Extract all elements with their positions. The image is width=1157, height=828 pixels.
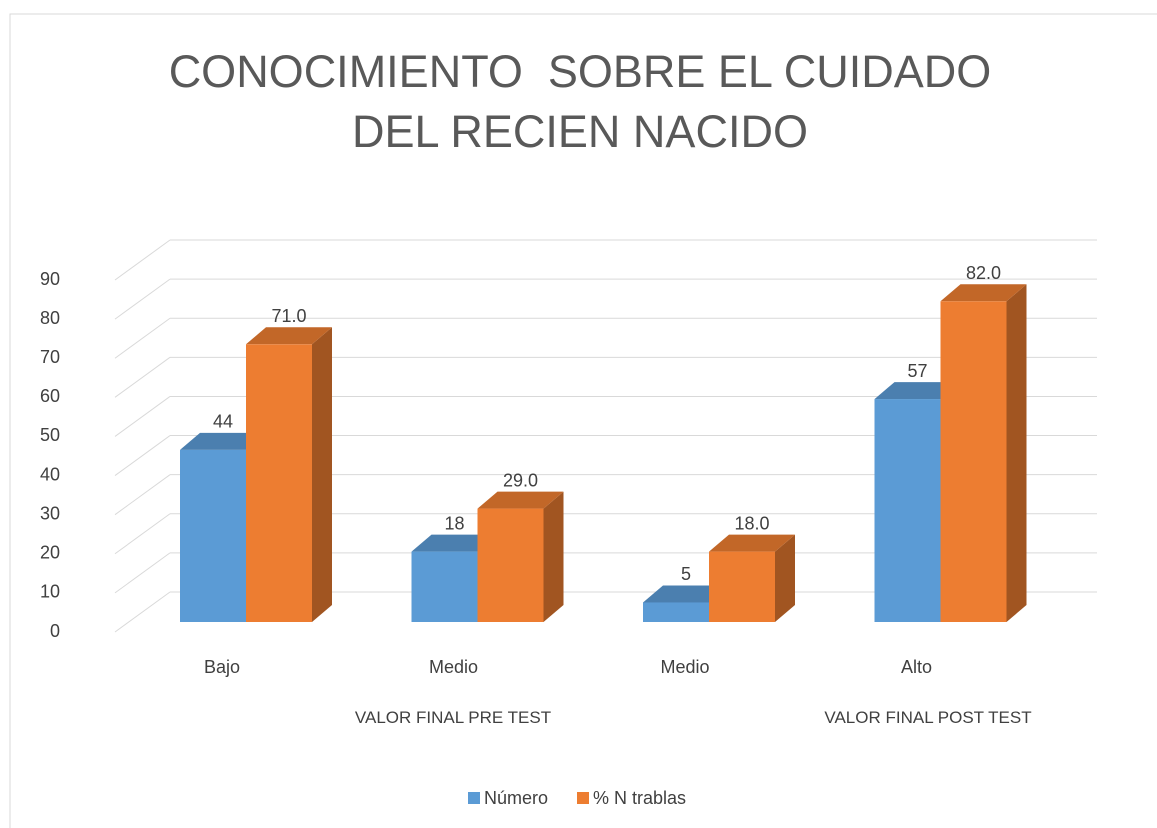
bar-top [643,585,729,603]
x-tick-label: Alto [901,657,932,677]
bar [643,602,709,622]
bar [246,344,312,622]
category-group-label: VALOR FINAL POST TEST [824,708,1032,727]
bar-top [411,534,498,552]
grid-line [114,356,171,398]
data-label: 57 [907,361,927,381]
x-tick-label: Medio [429,657,478,677]
bar-side [1006,284,1027,622]
bar-top [940,284,1027,302]
legend-swatch [577,792,589,804]
chart-border [9,13,1157,828]
y-tick-label: 20 [40,543,60,563]
bar [940,301,1007,622]
bar-top [180,432,266,450]
legend-label: % N trablas [593,788,686,808]
x-tick-label: Medio [660,657,709,677]
x-tick-label: Bajo [204,657,240,677]
bar-side [775,534,795,622]
y-tick-label: 90 [40,269,60,289]
grid-line [114,396,171,437]
bar [180,449,246,622]
data-label: 44 [213,412,233,432]
data-label: 29.0 [503,470,538,490]
grid-line [114,474,171,516]
bar [477,508,544,622]
y-tick-label: 60 [40,386,60,406]
y-tick-label: 10 [40,582,60,602]
bar-top [709,534,795,552]
grid-line [114,317,171,359]
data-label: 18 [444,513,464,533]
bar-side [312,327,332,622]
category-group-label: VALOR FINAL PRE TEST [354,708,552,727]
bar-top [874,382,961,400]
grid-line [114,591,171,633]
legend-swatch [468,792,480,804]
y-tick-label: 70 [40,347,60,367]
data-label: 82.0 [966,263,1001,283]
bar-top [477,491,564,509]
grid-line [114,239,171,281]
bar-top [246,327,332,345]
data-label: 18.0 [734,513,769,533]
y-tick-label: 50 [40,425,60,445]
bar [874,399,941,622]
bar-side [543,491,564,622]
legend-label: Número [484,788,548,808]
grid-line [114,552,171,594]
y-tick-label: 40 [40,464,60,484]
grid-line [114,278,171,320]
y-tick-label: 30 [40,503,60,523]
grid-line [114,435,171,476]
bar [411,551,478,622]
data-label: 5 [681,564,691,584]
y-tick-label: 0 [50,621,60,641]
chart-title: CONOCIMIENTO SOBRE EL CUIDADO DEL RECIEN… [168,46,1004,157]
grid-line [114,513,171,555]
y-tick-label: 80 [40,308,60,328]
bar [709,551,775,622]
data-label: 71.0 [271,306,306,326]
